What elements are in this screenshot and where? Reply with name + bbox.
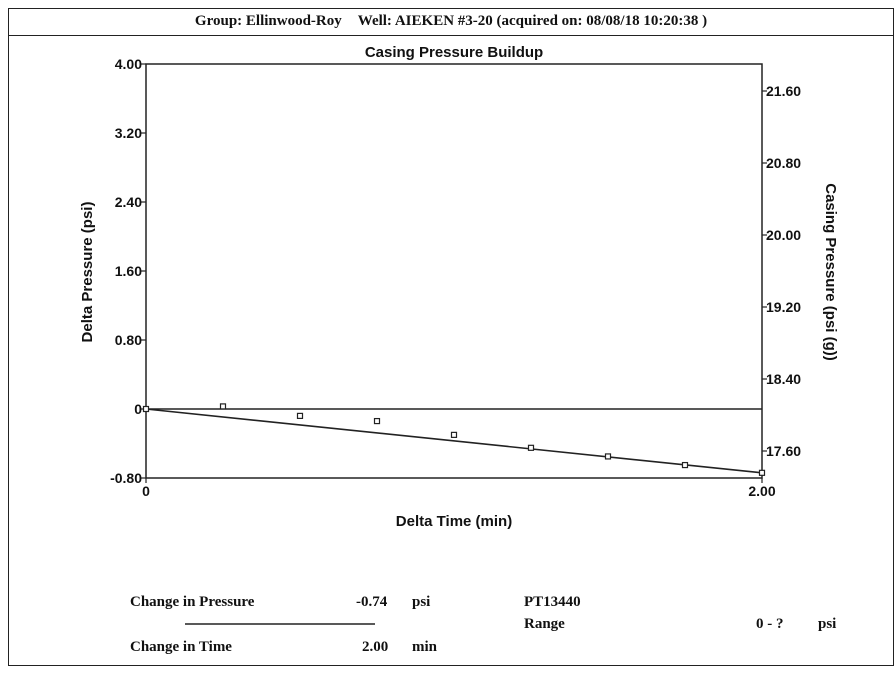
range-unit: psi [818,616,837,632]
y-tick-label-5: 0 [134,401,142,417]
change-time-unit: min [412,639,438,655]
data-point-4 [450,431,458,438]
y2-tick-label-4: 18.40 [766,371,801,387]
y-axis-title: Delta Pressure (psi) [79,202,96,343]
y2-tick-label-3: 19.20 [766,299,801,315]
y-tick-label-1: 3.20 [115,125,142,141]
sensor-id: PT13440 [524,594,581,610]
y-tick-label-2: 2.40 [115,194,142,210]
y-tick-label-6: -0.80 [110,470,142,486]
range-label: Range [524,616,565,632]
y2-tick-label-1: 20.80 [766,155,801,171]
chart-marks: 4.003.202.401.600.800-0.8021.6020.8020.0… [110,56,801,499]
change-pressure-label: Change in Pressure [130,594,255,610]
data-point-5 [527,444,535,451]
data-point-8 [758,469,766,476]
change-time-label: Change in Time [130,639,232,655]
y-tick-label-3: 1.60 [115,263,142,279]
data-point-3 [373,417,381,425]
y2-tick-label-2: 20.00 [766,227,801,243]
data-point-6 [604,453,612,460]
well-label: Well: AIEKEN #3-20 (acquired on: 08/08/1… [357,13,708,29]
group-label: Group: Ellinwood-Roy [194,13,342,29]
y-tick-label-0: 4.00 [115,56,142,72]
data-point-0 [142,405,150,413]
change-pressure-unit: psi [412,594,431,610]
y2-tick-label-0: 21.60 [766,83,801,99]
change-time-value: 2.00 [362,639,389,655]
plot-area [145,63,763,479]
data-point-1 [219,403,227,410]
data-point-2 [296,412,304,419]
fit-line [145,408,763,474]
data-point-7 [681,461,689,469]
chart-title: Casing Pressure Buildup [365,44,543,61]
range-value: 0 - ? [756,616,784,632]
x-tick-label-0: 0 [142,483,150,499]
change-pressure-value: -0.74 [356,594,388,610]
report-header: Group: Ellinwood-Roy Well: AIEKEN #3-20 (… [8,8,894,36]
report-frame [8,8,894,666]
y2-axis-title: Casing Pressure (psi (g)) [822,183,839,361]
x-tick-label-1: 2.00 [748,483,775,499]
x-axis-title: Delta Time (min) [396,513,512,530]
y2-tick-label-5: 17.60 [766,443,801,459]
y-tick-label-4: 0.80 [115,332,142,348]
